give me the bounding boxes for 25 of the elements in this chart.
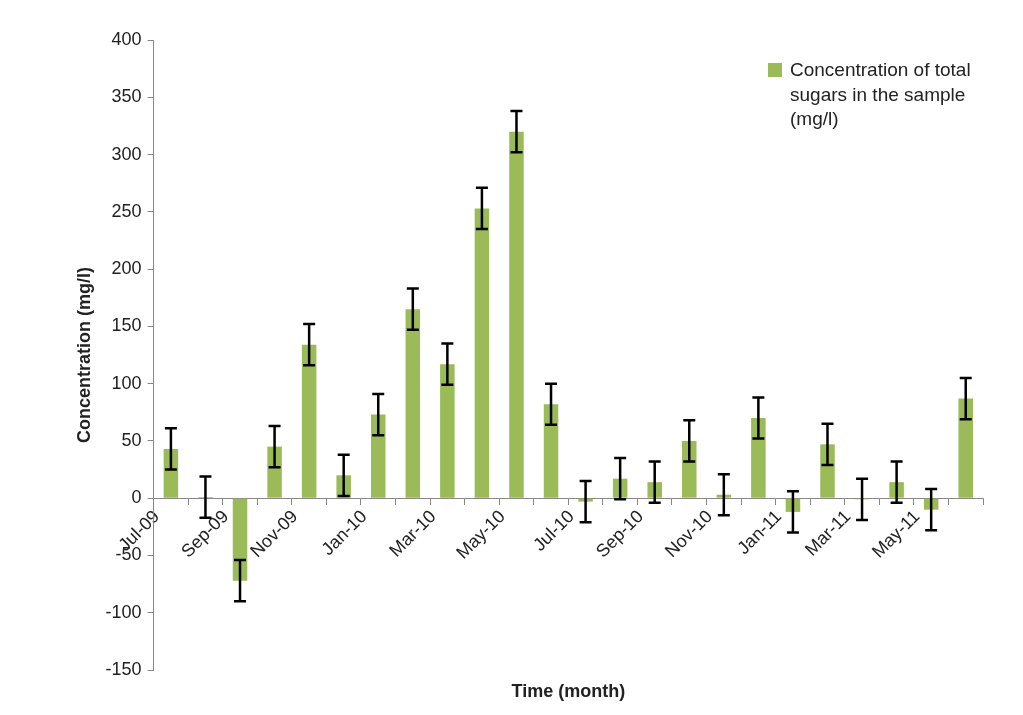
y-tick-label: -150 bbox=[105, 658, 142, 679]
y-tick-label: 400 bbox=[111, 28, 142, 49]
bar bbox=[405, 309, 421, 498]
bar bbox=[509, 131, 524, 498]
y-tick-label: 350 bbox=[111, 86, 142, 107]
y-tick-label: 50 bbox=[121, 429, 142, 450]
bar bbox=[440, 364, 455, 498]
bar bbox=[751, 418, 766, 498]
y-tick-label: -100 bbox=[105, 601, 142, 622]
bar bbox=[474, 208, 490, 498]
y-tick-label: 250 bbox=[111, 200, 142, 221]
y-tick-label: 300 bbox=[111, 143, 142, 164]
legend-label: Concentration of total sugars in the sample (mg/l) bbox=[790, 58, 972, 132]
bar bbox=[232, 498, 248, 581]
x-axis-title: Time (month) bbox=[511, 680, 626, 701]
y-tick-label: 0 bbox=[131, 487, 142, 508]
bar bbox=[370, 414, 386, 498]
y-tick-label: 200 bbox=[111, 258, 142, 279]
y-axis-title: Concentration (mg/l) bbox=[73, 267, 94, 443]
bar bbox=[543, 404, 559, 498]
y-tick-label: 150 bbox=[111, 315, 142, 336]
bar bbox=[958, 398, 973, 498]
bar bbox=[301, 344, 317, 498]
bar bbox=[820, 444, 835, 498]
y-tick-label: 100 bbox=[111, 372, 142, 393]
